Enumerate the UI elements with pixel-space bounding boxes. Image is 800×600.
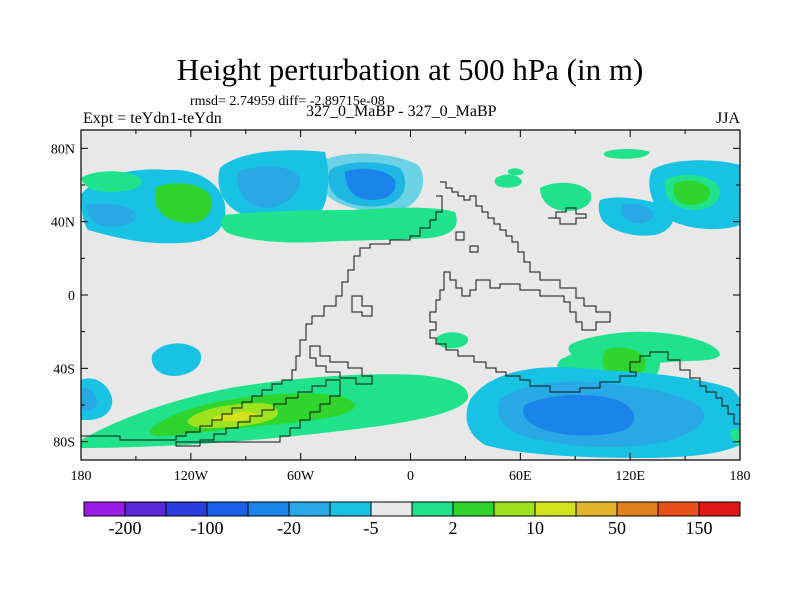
contour-fill xyxy=(673,180,711,205)
colorbar-swatch xyxy=(575,501,618,517)
colorbar-label: 10 xyxy=(526,518,544,538)
colorbar-swatch xyxy=(534,501,577,517)
x-tick-label: 120E xyxy=(615,469,645,484)
stats-label: rmsd= 2.74959 diff= -2.89715e-08 xyxy=(190,94,385,109)
axis-ticks xyxy=(80,130,741,460)
colorbar-swatch xyxy=(165,501,208,517)
colorbar-swatch xyxy=(247,501,290,517)
colorbar-swatch xyxy=(83,501,126,517)
contour-fill xyxy=(151,343,202,376)
continent-outline xyxy=(309,345,373,385)
chart-title: Height perturbation at 500 hPa (in m) xyxy=(176,52,644,87)
colorbar-labels: -200 -100 -20 -5 2 10 50 150 xyxy=(109,518,713,538)
x-tick-label: 120W xyxy=(174,469,209,484)
x-tick-label: 60W xyxy=(287,469,315,484)
colorbar-label: -5 xyxy=(364,518,379,538)
contour-fill xyxy=(725,393,740,420)
colorbar-swatch xyxy=(124,501,167,517)
colorbar-swatch xyxy=(698,501,741,517)
contour-fill xyxy=(155,183,212,224)
contour-fill xyxy=(508,168,524,176)
colorbar-swatch xyxy=(616,501,659,517)
colorbar-label: -20 xyxy=(277,518,301,538)
colorbar-label: 2 xyxy=(449,518,458,538)
contour-fill xyxy=(540,182,592,212)
x-tick-labels: 180 120W 60W 0 60E 120E 180 xyxy=(71,469,751,484)
continent-outline xyxy=(175,379,341,447)
colorbar-label: 150 xyxy=(686,518,713,538)
contour-fill xyxy=(494,174,522,188)
continent-outline xyxy=(351,295,373,317)
continent-outline xyxy=(429,181,740,425)
contour-fill xyxy=(345,168,396,200)
continent-outline xyxy=(455,231,479,253)
contour-fill-group xyxy=(81,149,740,458)
colorbar-swatch xyxy=(329,501,372,517)
colorbar xyxy=(83,501,741,517)
x-tick-label: 180 xyxy=(71,469,92,484)
x-tick-label: 0 xyxy=(407,469,414,484)
colorbar-swatch xyxy=(411,501,454,517)
contour-fill xyxy=(86,203,137,227)
x-tick-label: 180 xyxy=(730,469,751,484)
colorbar-swatch xyxy=(206,501,249,517)
x-tick-label: 60E xyxy=(509,469,532,484)
colorbar-swatch xyxy=(657,501,700,517)
colorbar-swatch xyxy=(452,501,495,517)
contour-fill xyxy=(730,429,740,445)
y-tick-label: 40S xyxy=(53,362,75,377)
contour-fill xyxy=(523,394,635,436)
colorbar-label: -100 xyxy=(191,518,224,538)
colorbar-label: -200 xyxy=(109,518,142,538)
y-tick-label: 80N xyxy=(51,142,75,157)
y-tick-labels: 80N 40N 0 40S 80S xyxy=(51,142,75,450)
y-tick-label: 80S xyxy=(53,436,75,451)
y-tick-label: 0 xyxy=(68,289,75,304)
contour-fill xyxy=(621,203,654,224)
colorbar-label: 50 xyxy=(608,518,626,538)
season-label: JJA xyxy=(716,110,741,127)
colorbar-swatch xyxy=(493,501,536,517)
case-label: 327_0_MaBP - 327_0_MaBP xyxy=(306,103,497,120)
experiment-label: Expt = teYdn1-teYdn xyxy=(83,110,222,127)
continent-outline-group xyxy=(81,181,740,447)
colorbar-swatch xyxy=(370,501,413,517)
contour-fill xyxy=(81,171,142,192)
y-tick-label: 40N xyxy=(51,216,75,231)
contour-fill xyxy=(603,149,650,159)
colorbar-swatch xyxy=(288,501,331,517)
contour-fill xyxy=(237,166,300,208)
continent-outline xyxy=(81,195,443,441)
contour-fill xyxy=(220,207,457,243)
continent-outline xyxy=(548,207,587,225)
